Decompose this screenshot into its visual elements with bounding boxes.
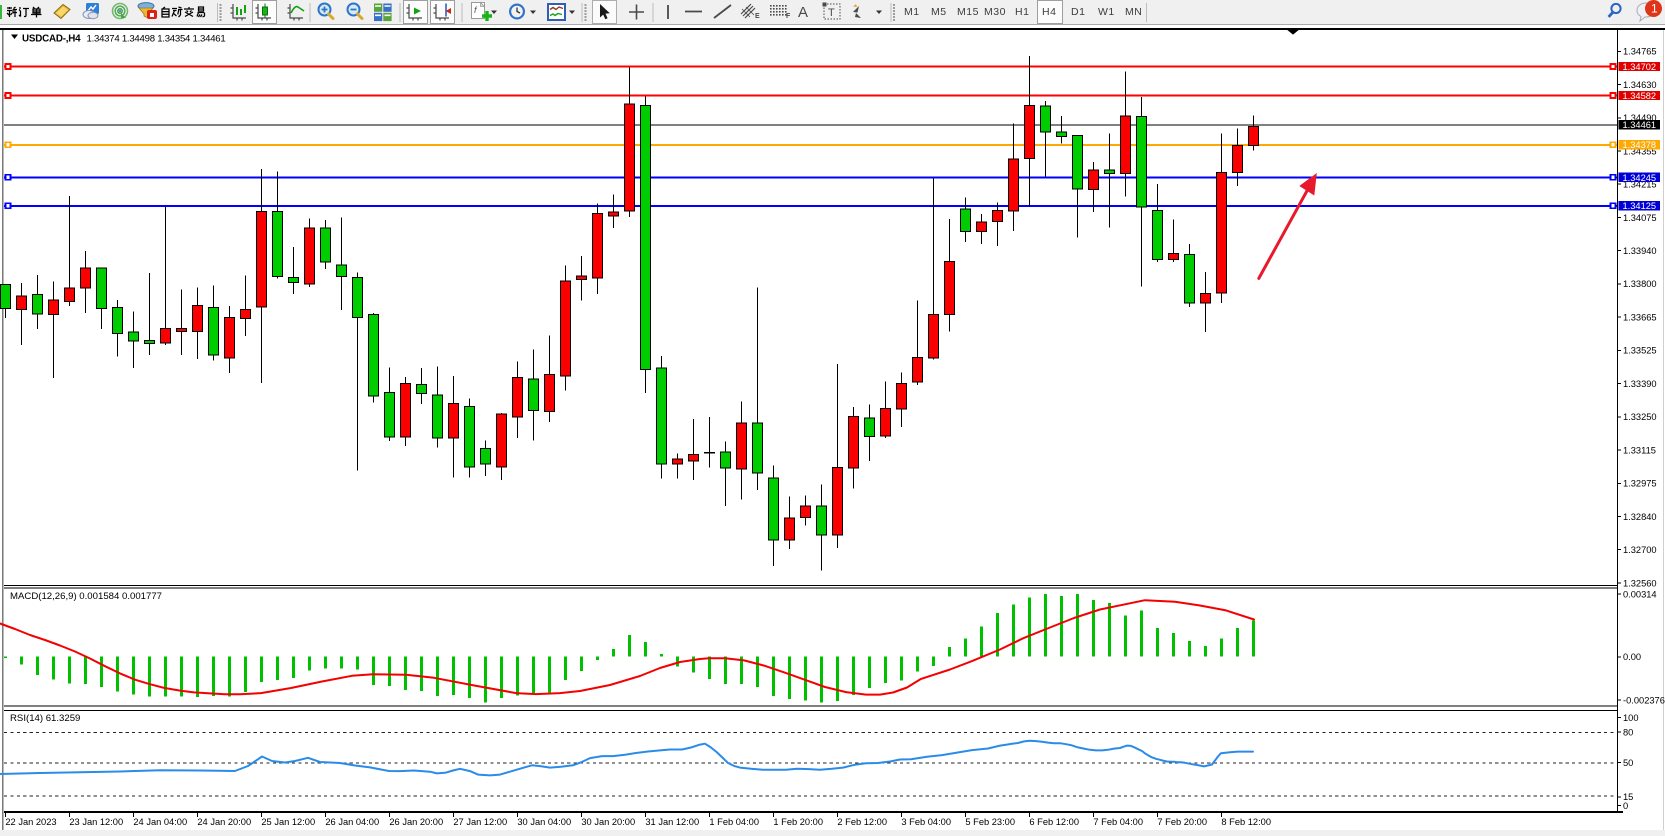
svg-text:1.33115: 1.33115 bbox=[1623, 445, 1656, 455]
svg-text:1.33940: 1.33940 bbox=[1623, 246, 1657, 256]
svg-text:1.34378: 1.34378 bbox=[1623, 140, 1657, 150]
svg-text:0.00314: 0.00314 bbox=[1623, 590, 1657, 600]
svg-text:5 Feb 23:00: 5 Feb 23:00 bbox=[965, 817, 1015, 827]
svg-text:1.34461: 1.34461 bbox=[1623, 120, 1657, 130]
svg-text:M30: M30 bbox=[984, 6, 1006, 18]
svg-text:1.34702: 1.34702 bbox=[1623, 62, 1657, 72]
svg-text:31 Jan 12:00: 31 Jan 12:00 bbox=[645, 817, 699, 827]
svg-text:1.34075: 1.34075 bbox=[1623, 213, 1657, 223]
svg-text:1.34355: 1.34355 bbox=[1623, 146, 1657, 156]
svg-text:1.33250: 1.33250 bbox=[1623, 412, 1657, 422]
svg-text:22 Jan 2023: 22 Jan 2023 bbox=[5, 817, 56, 827]
svg-text:1.34245: 1.34245 bbox=[1623, 173, 1657, 183]
svg-text:RSI(14) 61.3259: RSI(14) 61.3259 bbox=[10, 713, 80, 724]
svg-text:H4: H4 bbox=[1042, 6, 1056, 18]
svg-text:1.34630: 1.34630 bbox=[1623, 80, 1657, 90]
svg-text:A: A bbox=[798, 4, 808, 21]
svg-text:24 Jan 20:00: 24 Jan 20:00 bbox=[197, 817, 251, 827]
svg-text:E: E bbox=[755, 13, 760, 20]
svg-text:1.32700: 1.32700 bbox=[1623, 545, 1657, 555]
svg-text:1.34374 1.34498 1.34354 1.3446: 1.34374 1.34498 1.34354 1.34461 bbox=[87, 34, 226, 45]
svg-text:80: 80 bbox=[1623, 728, 1633, 738]
svg-text:30 Jan 20:00: 30 Jan 20:00 bbox=[581, 817, 635, 827]
svg-text:1.33525: 1.33525 bbox=[1623, 346, 1657, 356]
svg-text:50: 50 bbox=[1623, 758, 1633, 768]
svg-text:15: 15 bbox=[1623, 792, 1633, 802]
svg-text:MN: MN bbox=[1125, 6, 1142, 18]
svg-text:26 Jan 20:00: 26 Jan 20:00 bbox=[389, 817, 443, 827]
svg-text:1.33665: 1.33665 bbox=[1623, 312, 1657, 322]
svg-text:25 Jan 12:00: 25 Jan 12:00 bbox=[261, 817, 315, 827]
svg-text:W1: W1 bbox=[1098, 6, 1115, 18]
svg-text:30 Jan 04:00: 30 Jan 04:00 bbox=[517, 817, 571, 827]
svg-text:7 Feb 04:00: 7 Feb 04:00 bbox=[1093, 817, 1143, 827]
svg-text:USDCAD-,H4: USDCAD-,H4 bbox=[22, 34, 81, 45]
svg-text:0.00: 0.00 bbox=[1623, 652, 1641, 662]
svg-text:1.34125: 1.34125 bbox=[1623, 201, 1657, 211]
svg-text:1.32975: 1.32975 bbox=[1623, 479, 1657, 489]
svg-text:1 Feb 04:00: 1 Feb 04:00 bbox=[709, 817, 759, 827]
svg-text:3 Feb 04:00: 3 Feb 04:00 bbox=[901, 817, 951, 827]
svg-text:D1: D1 bbox=[1071, 6, 1085, 18]
svg-text:1.32560: 1.32560 bbox=[1623, 578, 1657, 588]
svg-text:100: 100 bbox=[1623, 713, 1639, 723]
svg-text:1.34490: 1.34490 bbox=[1623, 113, 1657, 123]
svg-text:1 Feb 20:00: 1 Feb 20:00 bbox=[773, 817, 823, 827]
svg-text:F: F bbox=[786, 13, 791, 20]
svg-text:1.33800: 1.33800 bbox=[1623, 279, 1657, 289]
svg-text:1.34582: 1.34582 bbox=[1623, 91, 1657, 101]
svg-text:M15: M15 bbox=[957, 6, 979, 18]
svg-text:6 Feb 12:00: 6 Feb 12:00 bbox=[1029, 817, 1079, 827]
svg-text:1.34215: 1.34215 bbox=[1623, 180, 1657, 190]
svg-text:26 Jan 04:00: 26 Jan 04:00 bbox=[325, 817, 379, 827]
svg-text:7 Feb 20:00: 7 Feb 20:00 bbox=[1157, 817, 1207, 827]
svg-text:-0.002376: -0.002376 bbox=[1623, 696, 1665, 706]
svg-text:24 Jan 04:00: 24 Jan 04:00 bbox=[133, 817, 187, 827]
svg-text:MACD(12,26,9) 0.001584 0.00177: MACD(12,26,9) 0.001584 0.001777 bbox=[10, 591, 162, 602]
svg-text:M5: M5 bbox=[931, 6, 947, 18]
svg-text:1.32840: 1.32840 bbox=[1623, 512, 1657, 522]
svg-text:1: 1 bbox=[1651, 2, 1658, 16]
svg-text:0: 0 bbox=[1623, 801, 1628, 811]
svg-text:H1: H1 bbox=[1015, 6, 1029, 18]
svg-text:M1: M1 bbox=[904, 6, 920, 18]
svg-text:27 Jan 12:00: 27 Jan 12:00 bbox=[453, 817, 507, 827]
svg-text:8 Feb 12:00: 8 Feb 12:00 bbox=[1221, 817, 1271, 827]
svg-text:f: f bbox=[474, 5, 478, 15]
svg-text:1.33390: 1.33390 bbox=[1623, 379, 1657, 389]
svg-text:T: T bbox=[828, 7, 835, 19]
svg-text:23 Jan 12:00: 23 Jan 12:00 bbox=[69, 817, 123, 827]
svg-text:2 Feb 12:00: 2 Feb 12:00 bbox=[837, 817, 887, 827]
svg-text:1.34765: 1.34765 bbox=[1623, 47, 1657, 57]
